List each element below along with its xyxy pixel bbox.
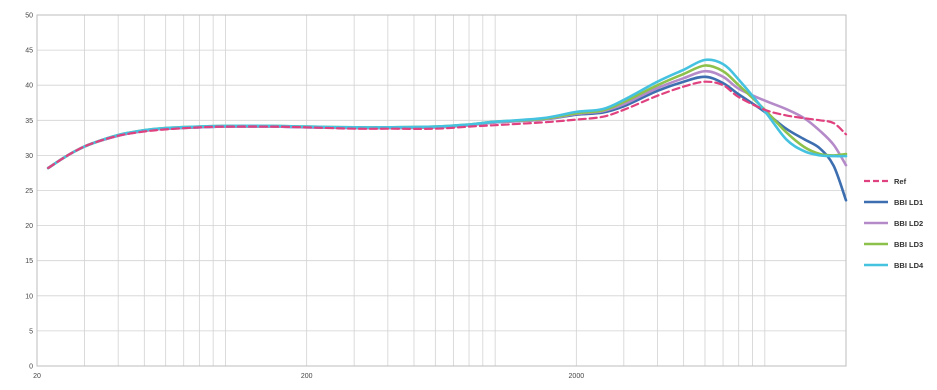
x-tick-label: 2000 (569, 373, 585, 380)
series-lines (46, 58, 848, 202)
y-tick-label: 0 (29, 364, 33, 371)
y-tick-label: 45 (25, 48, 33, 55)
y-tick-label: 30 (25, 153, 33, 160)
legend-label-bbi-ld2: BBI LD2 (894, 219, 923, 228)
legend-label-bbi-ld3: BBI LD3 (894, 240, 923, 249)
x-tick-label: 200 (301, 373, 313, 380)
y-tick-label: 15 (25, 258, 33, 265)
grid-lines (36, 14, 847, 367)
series-line-ref (47, 80, 848, 170)
legend-label-bbi-ld1: BBI LD1 (894, 198, 923, 207)
y-tick-label: 40 (25, 83, 33, 90)
y-tick-label: 50 (25, 13, 33, 20)
x-tick-label: 20 (33, 373, 41, 380)
legend: Ref BBI LD1 BBI LD2 BBI LD3 BBI LD4 (864, 177, 924, 270)
y-tick-label: 35 (25, 118, 33, 125)
y-tick-label: 25 (25, 188, 33, 195)
axes: 0 5 10 15 20 25 30 35 40 45 50 20 200 2000 (25, 13, 847, 380)
plot-frame (36, 14, 847, 367)
y-tick-label: 10 (25, 293, 33, 300)
series-line-bbi-ld3 (46, 64, 848, 170)
series-line-bbi-ld1 (46, 75, 848, 202)
legend-label-ref: Ref (894, 177, 907, 186)
y-tick-label: 20 (25, 223, 33, 230)
legend-label-bbi-ld4: BBI LD4 (894, 261, 924, 270)
series-line-bbi-ld4 (46, 58, 848, 170)
y-tick-label: 5 (29, 328, 33, 335)
